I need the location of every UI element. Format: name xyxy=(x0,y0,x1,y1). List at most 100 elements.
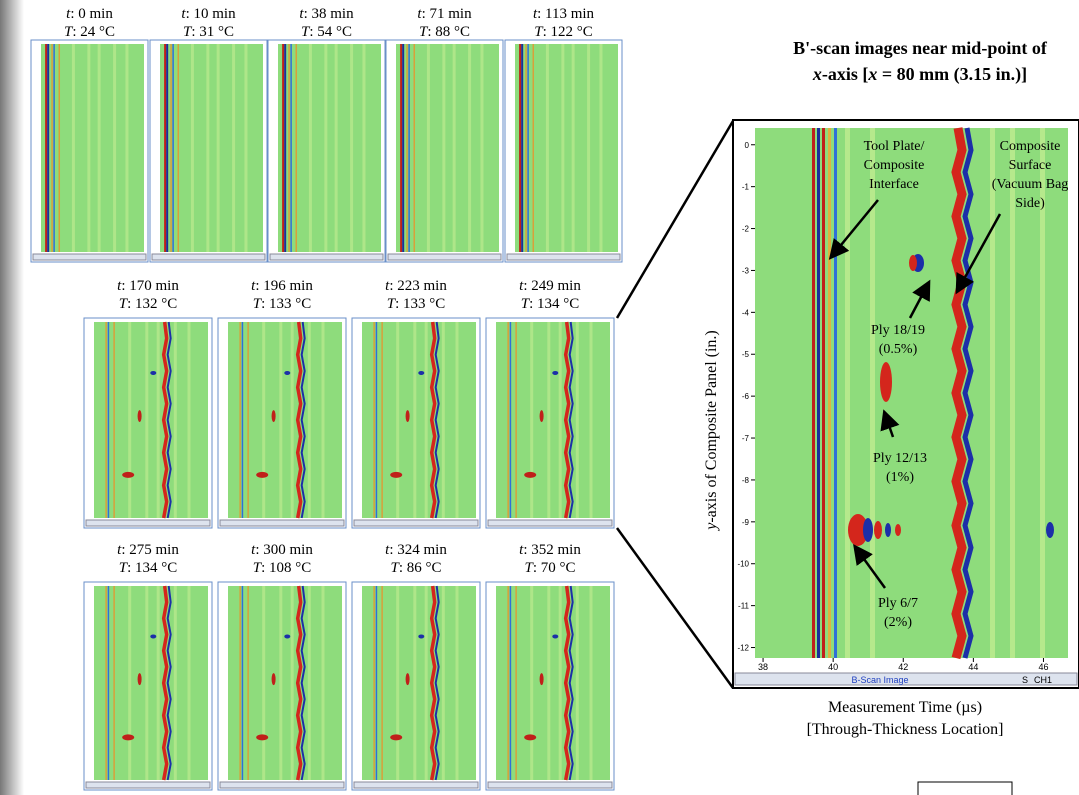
panel-time: t: 113 min xyxy=(533,6,595,22)
empty-box xyxy=(918,782,1012,795)
y-tick-label: -2 xyxy=(742,225,750,234)
stripe xyxy=(296,44,298,252)
ply-echo xyxy=(390,734,402,740)
x-tick-label: 46 xyxy=(1038,662,1048,672)
thumb-plot xyxy=(94,322,208,518)
panel-temp-value: : 31 °C xyxy=(191,24,234,40)
echo xyxy=(284,44,286,252)
panel-temp-value: : 70 °C xyxy=(533,560,576,576)
panel-time: t: 196 min xyxy=(251,278,313,294)
thumbnail xyxy=(218,582,346,790)
panel-time: t: 324 min xyxy=(385,542,447,558)
stripe xyxy=(145,322,148,518)
stripe xyxy=(321,586,324,780)
panel-time-value: : 300 min xyxy=(255,542,313,558)
stripe xyxy=(191,44,194,252)
stripe xyxy=(547,322,550,518)
annotation: Ply 18/19 xyxy=(871,323,925,338)
ply-echo xyxy=(138,673,142,685)
stripe xyxy=(373,586,375,780)
panel-time-value: : 71 min xyxy=(422,6,473,22)
edge-shade xyxy=(0,0,24,795)
annotation: (Vacuum Bag xyxy=(992,177,1069,192)
ply-echo xyxy=(122,734,134,740)
stripe xyxy=(290,44,292,252)
stripe xyxy=(396,322,399,518)
panel-temp-value: : 86 °C xyxy=(399,560,442,576)
stripe xyxy=(239,322,241,518)
panel-temp: T: 122 °C xyxy=(534,24,593,40)
panel-temp: T: 132 °C xyxy=(119,296,178,312)
thumbnail xyxy=(84,582,212,790)
panel-temp-value: : 88 °C xyxy=(427,24,470,40)
stripe xyxy=(128,322,131,518)
stripe xyxy=(990,128,995,658)
stripe xyxy=(128,586,131,780)
ply-echo xyxy=(895,524,901,536)
panel-temp: T: 88 °C xyxy=(419,24,470,40)
stripe xyxy=(288,44,290,252)
stripe xyxy=(546,44,549,252)
thumbnail xyxy=(150,40,267,262)
ply-echo xyxy=(390,472,402,478)
stripe xyxy=(350,44,353,252)
annotation: Ply 12/13 xyxy=(873,451,927,466)
stripe xyxy=(576,586,579,780)
stripe xyxy=(105,322,107,518)
y-tick-label: -7 xyxy=(742,434,750,443)
stripe xyxy=(559,322,562,518)
y-tick-label: -4 xyxy=(742,308,750,317)
annotation: Tool Plate/ xyxy=(864,139,925,154)
annotation: (0.5%) xyxy=(879,342,918,357)
x-tick-label: 42 xyxy=(898,662,908,672)
y-tick-label: -1 xyxy=(742,183,750,192)
stripe xyxy=(530,322,533,518)
thumbnail xyxy=(31,40,148,262)
stripe xyxy=(308,586,311,780)
stripe xyxy=(376,586,378,780)
stripe xyxy=(217,44,220,252)
ply-echo xyxy=(138,410,142,422)
panel-temp: T: 108 °C xyxy=(253,560,312,576)
stripe xyxy=(113,44,116,252)
stripe xyxy=(178,44,180,252)
thumb-scrollbar xyxy=(488,782,612,788)
stripe xyxy=(507,322,509,518)
annotation: Composite xyxy=(864,158,925,173)
stripe xyxy=(533,44,535,252)
stripe xyxy=(279,322,282,518)
stripe xyxy=(309,44,312,252)
panel-temp: T: 134 °C xyxy=(521,296,580,312)
x-axis-label: [Through-Thickness Location] xyxy=(807,721,1004,738)
y-tick-label: -8 xyxy=(742,476,750,485)
panel-time-value: : 324 min xyxy=(389,542,447,558)
button-label: S xyxy=(1022,675,1028,685)
panel-temp: T: 31 °C xyxy=(183,24,234,40)
ply-echo xyxy=(272,673,276,685)
panel-temp: T: 24 °C xyxy=(64,24,115,40)
stripe xyxy=(125,44,128,252)
ply-echo xyxy=(540,410,544,422)
zoom-line xyxy=(617,121,733,318)
ply-echo xyxy=(863,518,873,542)
panel-temp: T: 133 °C xyxy=(387,296,446,312)
y-axis-label-part: -axis of Composite Panel (in.) xyxy=(703,330,720,522)
stripe xyxy=(242,322,244,518)
stripe xyxy=(559,586,562,780)
stripe xyxy=(587,44,590,252)
stripe xyxy=(262,322,265,518)
stripe xyxy=(174,586,177,780)
stripe xyxy=(145,586,148,780)
stripe xyxy=(113,322,115,518)
stripe xyxy=(414,44,416,252)
thumb-plot xyxy=(228,322,342,518)
thumb-scrollbar xyxy=(152,254,265,260)
x-tick-label: 40 xyxy=(828,662,838,672)
panel-temp: T: 133 °C xyxy=(253,296,312,312)
panel-time-value: : 196 min xyxy=(255,278,313,294)
panel-temp: T: 54 °C xyxy=(301,24,352,40)
thumbnail xyxy=(505,40,622,262)
thumbnail xyxy=(218,318,346,528)
stripe xyxy=(105,586,107,780)
title-part: = 80 mm (3.15 in.)] xyxy=(877,64,1027,85)
